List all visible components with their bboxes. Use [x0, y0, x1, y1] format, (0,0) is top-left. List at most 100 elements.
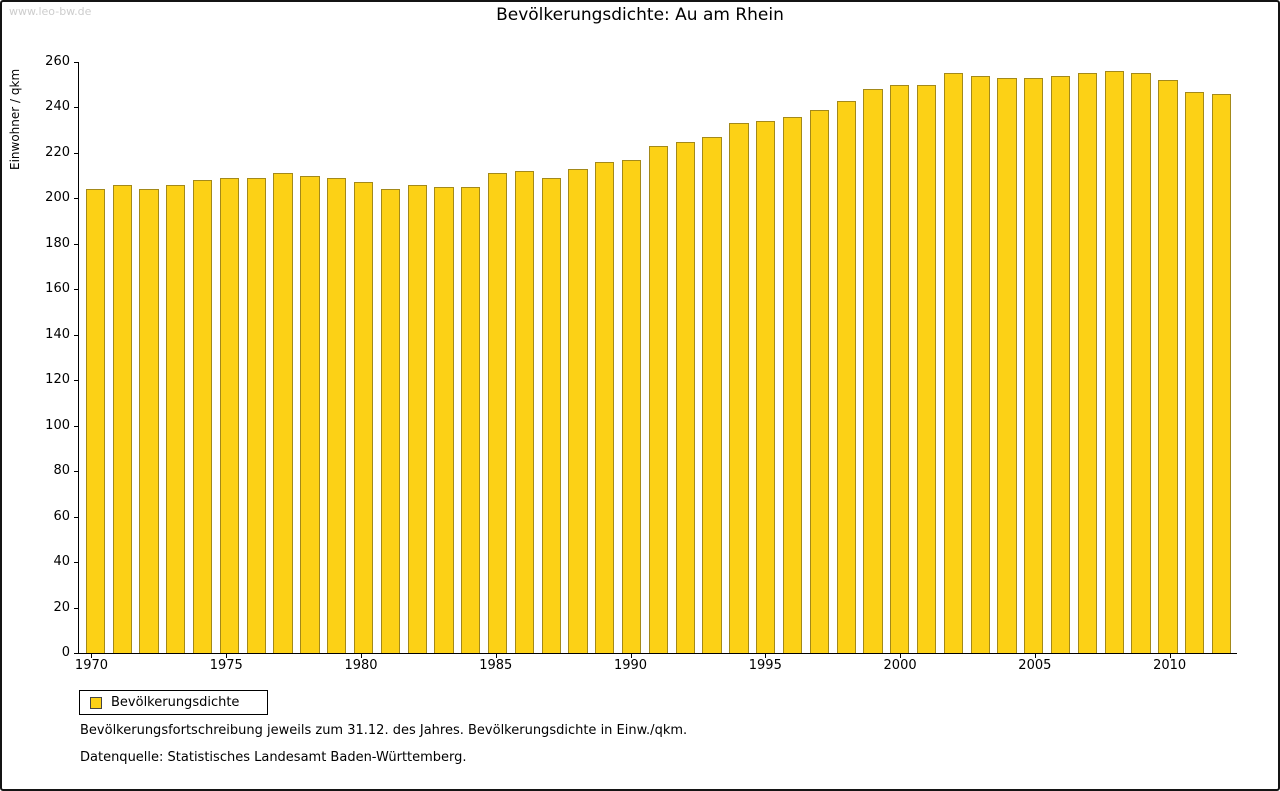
bar-1971	[112, 184, 132, 653]
bar-1991	[648, 146, 669, 653]
x-tick-mark	[495, 654, 497, 658]
y-tick-label: 100	[45, 417, 70, 433]
bar-2001	[916, 84, 937, 653]
bar-slot	[591, 62, 618, 653]
bar-slot	[457, 62, 484, 653]
bar-slot	[1208, 62, 1235, 653]
bar-1990	[622, 159, 642, 653]
bar-slot	[726, 62, 753, 653]
y-tick-mark	[74, 62, 78, 63]
y-tick-mark	[74, 380, 78, 382]
bar-1975	[219, 177, 240, 653]
x-tick-label: 2005	[1018, 658, 1052, 673]
y-tick-label: 180	[45, 235, 70, 251]
bar-slot	[1074, 62, 1101, 653]
bar-slot	[136, 62, 163, 653]
y-tick-mark	[74, 107, 78, 109]
bar-slot	[350, 62, 377, 653]
x-tick-mark	[630, 654, 632, 658]
bar-2006	[1051, 75, 1071, 653]
bar-slot	[189, 62, 216, 653]
bar-slot	[243, 62, 270, 653]
x-tick-label: 1985	[479, 658, 513, 673]
y-tick-label: 140	[45, 326, 70, 342]
y-tick-label: 240	[45, 99, 70, 115]
bar-2003	[970, 75, 990, 653]
bar-1999	[863, 89, 883, 653]
bar-1978	[300, 175, 320, 653]
bar-slot	[1181, 62, 1208, 653]
footnote-method: Bevölkerungsfortschreibung jeweils zum 3…	[80, 723, 688, 738]
legend: Bevölkerungsdichte	[79, 690, 269, 715]
y-tick-mark	[74, 152, 78, 154]
y-tick-label: 40	[53, 554, 70, 570]
bar-slot	[270, 62, 297, 653]
bar-slot	[913, 62, 940, 653]
bar-slot	[940, 62, 967, 653]
bar-slot	[484, 62, 511, 653]
y-tick-mark	[74, 425, 78, 427]
bar-1997	[809, 109, 829, 653]
x-axis: 1970 1975 1980 1985 1990 1995 2000 2005 2010	[75, 654, 1237, 676]
bar-1985	[487, 173, 508, 653]
y-tick-label: 0	[61, 645, 70, 660]
bar-slot	[779, 62, 806, 653]
bar-slot	[538, 62, 565, 653]
bar-slot	[860, 62, 887, 653]
x-tick-mark	[765, 654, 767, 658]
bar-slot	[565, 62, 592, 653]
bar-2002	[943, 73, 964, 653]
bar-slot	[994, 62, 1021, 653]
bar-1998	[836, 100, 856, 653]
bar-1993	[702, 137, 722, 653]
x-tick-label: 1995	[748, 658, 782, 673]
bar-slot	[377, 62, 404, 653]
bar-2011	[1185, 91, 1205, 653]
x-tick-label: 1980	[344, 658, 378, 673]
bar-slot	[1128, 62, 1155, 653]
bar-1988	[568, 168, 588, 653]
bar-1980	[353, 182, 374, 653]
bar-slot	[833, 62, 860, 653]
y-tick-mark	[74, 471, 78, 473]
x-tick-label: 1990	[613, 658, 648, 673]
y-tick-label: 220	[45, 144, 70, 160]
y-tick-mark	[74, 289, 78, 291]
x-tick-mark	[1169, 654, 1171, 658]
bar-1989	[595, 162, 615, 653]
y-axis: 0 20 40 60 80 100 120 140 160 180 200 220 240 260	[0, 55, 78, 660]
y-tick-label: 160	[45, 281, 70, 297]
bar-2008	[1104, 71, 1124, 653]
plot-area	[78, 62, 1237, 654]
bar-2012	[1211, 93, 1232, 653]
bar-2000	[890, 84, 910, 653]
bar-2004	[997, 77, 1017, 653]
bar-1994	[729, 123, 749, 653]
bar-slot	[967, 62, 994, 653]
y-tick-label: 80	[53, 463, 70, 479]
y-tick-label: 120	[45, 372, 70, 388]
legend-color-swatch	[90, 696, 102, 709]
x-tick-mark	[91, 654, 93, 658]
y-tick-mark	[74, 562, 78, 564]
bar-1970	[85, 189, 106, 653]
bar-slot	[162, 62, 189, 653]
bar-slot	[618, 62, 645, 653]
bar-slot	[645, 62, 672, 653]
bar-1979	[327, 177, 347, 653]
y-tick-label: 200	[45, 190, 70, 206]
bar-1981	[380, 189, 400, 653]
x-tick-mark	[361, 654, 362, 658]
bar-slot	[511, 62, 538, 653]
y-tick-mark	[74, 334, 78, 336]
y-tick-mark	[74, 607, 78, 609]
x-tick-label: 1975	[209, 658, 243, 673]
y-tick-mark	[74, 198, 78, 200]
bar-1992	[675, 141, 695, 653]
bar-1974	[193, 180, 213, 653]
bar-slot	[431, 62, 458, 653]
bars-container	[79, 62, 1237, 653]
bar-1977	[273, 173, 293, 653]
x-tick-mark	[226, 654, 228, 658]
x-tick-label: 2010	[1153, 658, 1187, 673]
